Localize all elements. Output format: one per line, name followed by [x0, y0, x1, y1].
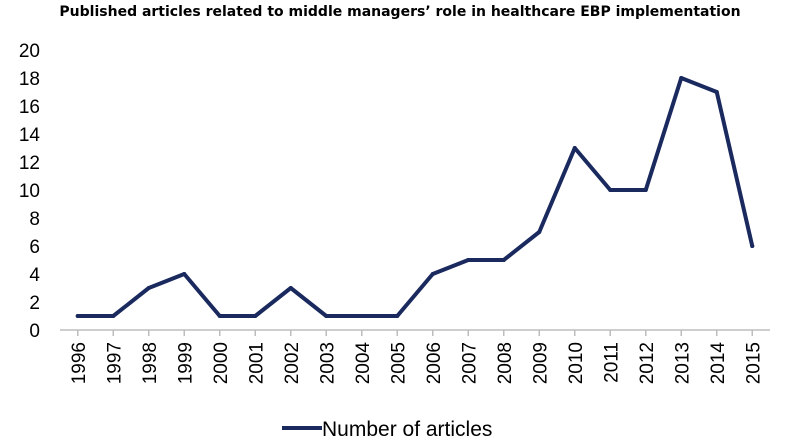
x-tick-label: 1999 — [175, 342, 196, 384]
legend: Number of articles — [282, 418, 492, 438]
chart-title: Published articles related to middle man… — [59, 4, 740, 20]
y-tick-label: 12 — [19, 153, 40, 174]
data-point — [217, 314, 222, 318]
x-axis: 1996 1997 1998 1999 2000 2001 2002 2003 2004 2005… — [69, 330, 764, 385]
x-tick-label: 2004 — [353, 342, 374, 385]
data-point — [608, 188, 613, 192]
y-tick-label: 14 — [19, 125, 41, 146]
data-point — [501, 258, 506, 262]
x-tick-label: 2006 — [424, 342, 445, 384]
data-point — [395, 314, 400, 318]
data-point — [324, 314, 329, 318]
x-tick-label: 1997 — [104, 342, 125, 384]
x-tick-label: 2009 — [530, 342, 551, 384]
y-axis: 0 2 4 6 8 10 12 14 16 18 20 — [19, 41, 41, 342]
data-point — [643, 188, 648, 192]
y-tick-label: 10 — [19, 181, 40, 202]
y-tick-label: 6 — [29, 237, 40, 258]
data-point — [750, 244, 755, 248]
x-tick-label: 2014 — [708, 342, 729, 385]
data-point — [75, 314, 80, 318]
series — [75, 76, 755, 318]
data-point — [714, 90, 719, 94]
data-point — [111, 314, 116, 318]
x-tick-label: 2007 — [459, 342, 480, 384]
x-tick-label: 2011 — [601, 342, 622, 383]
series-line — [75, 76, 755, 318]
data-point — [182, 272, 187, 276]
y-tick-label: 20 — [19, 41, 40, 62]
x-tick-label: 2002 — [282, 342, 303, 384]
data-point — [288, 286, 293, 290]
y-tick-label: 18 — [19, 69, 40, 90]
x-tick-label: 1996 — [69, 342, 90, 384]
data-point — [359, 314, 364, 318]
y-tick-label: 8 — [29, 209, 40, 230]
data-point — [430, 272, 435, 276]
legend-label: Number of articles — [322, 418, 492, 438]
y-tick-label: 4 — [29, 265, 40, 286]
data-point — [146, 286, 151, 290]
x-tick-label: 2001 — [246, 342, 267, 384]
y-tick-label: 0 — [29, 321, 40, 342]
x-tick-label: 2010 — [566, 342, 587, 384]
x-tick-label: 2013 — [672, 342, 693, 384]
x-tick-label: 2003 — [317, 342, 338, 384]
x-tick-label: 2008 — [495, 342, 516, 384]
x-tick-label: 1998 — [140, 342, 161, 384]
x-tick-label: 2012 — [637, 342, 658, 384]
data-point — [466, 258, 471, 262]
x-tick-label: 2000 — [211, 342, 232, 384]
data-point — [572, 146, 577, 150]
x-tick-label: 2005 — [388, 342, 409, 384]
y-tick-label: 2 — [29, 293, 40, 314]
x-tick-label: 2015 — [743, 342, 764, 384]
data-point — [253, 314, 258, 318]
data-point — [537, 230, 542, 234]
data-point — [679, 76, 684, 80]
y-tick-label: 16 — [19, 97, 40, 118]
